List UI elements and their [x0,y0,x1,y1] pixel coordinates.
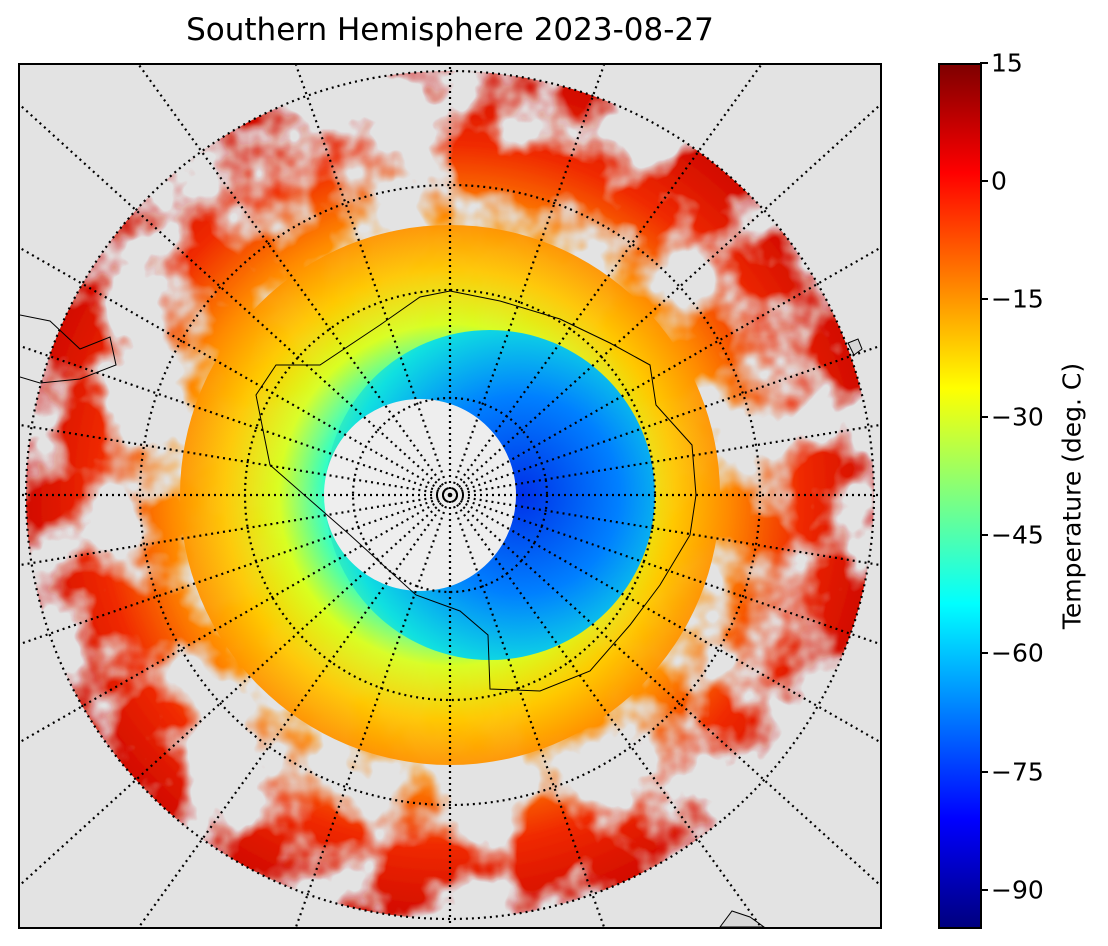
meridian-260 [138,65,451,496]
meridian-110 [449,494,880,886]
meridian-170 [20,494,451,886]
meridian-220 [20,423,451,497]
colorbar-tick-label: −90 [991,875,1044,905]
colorbar-tick-mark [980,770,988,773]
meridian-190 [20,493,451,646]
meridian-150 [294,494,452,927]
colorbar-tick-label: −30 [991,402,1044,432]
colorbar-tick-mark [980,62,988,64]
meridian-100 [449,494,880,743]
colorbar-tick-mark [980,416,988,419]
new-zealand-coastline [847,338,863,356]
map-svg [20,65,880,927]
colorbar-tick-mark [980,534,988,537]
colorbar-tick-label: −15 [991,284,1044,314]
meridian-90 [449,493,880,646]
landmasses [20,290,863,927]
parallel-50 [24,69,876,921]
colorbar-tick-label: −60 [991,638,1044,668]
meridian-80 [449,493,880,567]
meridian-270 [294,65,452,496]
antarctica-coastline [255,290,697,692]
parallel-60 [138,183,762,807]
colorbar-tick-label: −75 [991,757,1044,787]
colorbar-tick-label: 0 [991,166,1007,196]
meridian-180 [20,494,451,743]
meridian-40 [449,247,880,496]
colorbar-tick-label: −45 [991,520,1044,550]
meridian-30 [449,104,880,496]
meridian-10 [448,65,606,496]
meridian-250 [20,104,451,496]
meridian-20 [449,65,762,496]
graticule [20,65,880,927]
colorbar-tick-mark [980,180,988,183]
meridian-130 [448,494,606,927]
colorbar-tick-mark [980,298,988,301]
map-panel[interactable] [18,63,882,929]
colorbar-tick-label: 15 [991,48,1023,78]
colorbar-tick-mark [980,888,988,891]
africa-tip-coastline [719,910,765,927]
meridian-60 [449,423,880,497]
colorbar-title: Temperature (deg. C) [1057,362,1087,630]
south-america-coastline [20,314,117,384]
meridian-200 [20,493,451,567]
colorbar-tick-mark [980,652,988,655]
map-title: Southern Hemisphere 2023-08-27 [186,12,714,48]
colorbar-gradient [938,63,982,929]
meridian-240 [20,247,451,496]
meridian-50 [449,344,880,497]
meridian-230 [20,344,451,497]
